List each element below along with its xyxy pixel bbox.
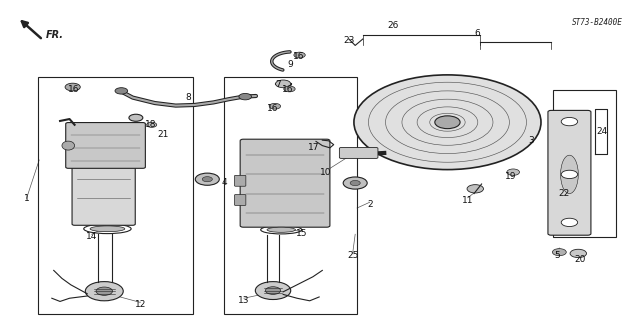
- Text: 24: 24: [596, 127, 607, 136]
- Text: 16: 16: [282, 85, 293, 94]
- FancyBboxPatch shape: [66, 123, 145, 168]
- Circle shape: [276, 80, 291, 88]
- Text: 5: 5: [554, 252, 561, 260]
- Text: 15: 15: [296, 229, 308, 238]
- Text: 10: 10: [320, 168, 331, 177]
- Text: 12: 12: [135, 300, 146, 309]
- Circle shape: [561, 117, 578, 126]
- Text: 8: 8: [185, 93, 191, 102]
- Circle shape: [561, 218, 578, 227]
- Circle shape: [265, 287, 281, 294]
- Text: 19: 19: [505, 172, 516, 180]
- Text: 4: 4: [222, 178, 227, 187]
- FancyBboxPatch shape: [72, 167, 135, 225]
- FancyBboxPatch shape: [234, 175, 246, 186]
- Circle shape: [255, 282, 291, 300]
- Circle shape: [85, 282, 123, 301]
- Ellipse shape: [267, 227, 295, 232]
- Circle shape: [284, 86, 295, 92]
- Circle shape: [96, 287, 112, 295]
- Ellipse shape: [62, 141, 75, 150]
- Circle shape: [350, 180, 360, 186]
- Text: ST73-B2400E: ST73-B2400E: [572, 18, 623, 27]
- Text: 11: 11: [462, 196, 473, 204]
- FancyBboxPatch shape: [548, 110, 591, 235]
- Circle shape: [65, 83, 80, 91]
- Text: 20: 20: [574, 255, 586, 264]
- Text: 2: 2: [367, 200, 372, 209]
- Text: 25: 25: [347, 252, 358, 260]
- Circle shape: [354, 75, 541, 170]
- Text: 16: 16: [267, 104, 279, 113]
- Circle shape: [343, 177, 367, 189]
- Text: 1: 1: [23, 194, 30, 203]
- Text: 22: 22: [559, 189, 570, 198]
- Text: FR.: FR.: [46, 30, 63, 40]
- Circle shape: [195, 173, 219, 185]
- Circle shape: [570, 249, 586, 258]
- Text: 9: 9: [287, 60, 293, 68]
- Text: 26: 26: [387, 21, 399, 30]
- Text: 6: 6: [474, 29, 480, 38]
- Circle shape: [147, 122, 157, 127]
- Ellipse shape: [90, 226, 125, 232]
- Circle shape: [239, 93, 252, 100]
- Circle shape: [294, 52, 305, 58]
- Circle shape: [129, 114, 143, 121]
- Text: 21: 21: [157, 130, 169, 139]
- Circle shape: [467, 185, 483, 193]
- Text: 3: 3: [528, 136, 534, 145]
- Text: 17: 17: [308, 143, 320, 152]
- Circle shape: [269, 103, 281, 109]
- Text: 23: 23: [344, 36, 355, 44]
- Text: 18: 18: [145, 120, 156, 129]
- Ellipse shape: [561, 155, 578, 194]
- Circle shape: [202, 177, 212, 182]
- FancyBboxPatch shape: [339, 148, 378, 158]
- FancyBboxPatch shape: [240, 139, 330, 227]
- Circle shape: [507, 169, 520, 175]
- Circle shape: [435, 116, 460, 129]
- Text: 16: 16: [293, 52, 304, 60]
- Circle shape: [552, 249, 566, 256]
- Text: 16: 16: [68, 85, 80, 94]
- Text: 7: 7: [275, 80, 281, 89]
- Text: 14: 14: [86, 232, 97, 241]
- Circle shape: [561, 170, 578, 179]
- Text: 13: 13: [238, 296, 250, 305]
- Circle shape: [115, 88, 128, 94]
- FancyBboxPatch shape: [234, 195, 246, 205]
